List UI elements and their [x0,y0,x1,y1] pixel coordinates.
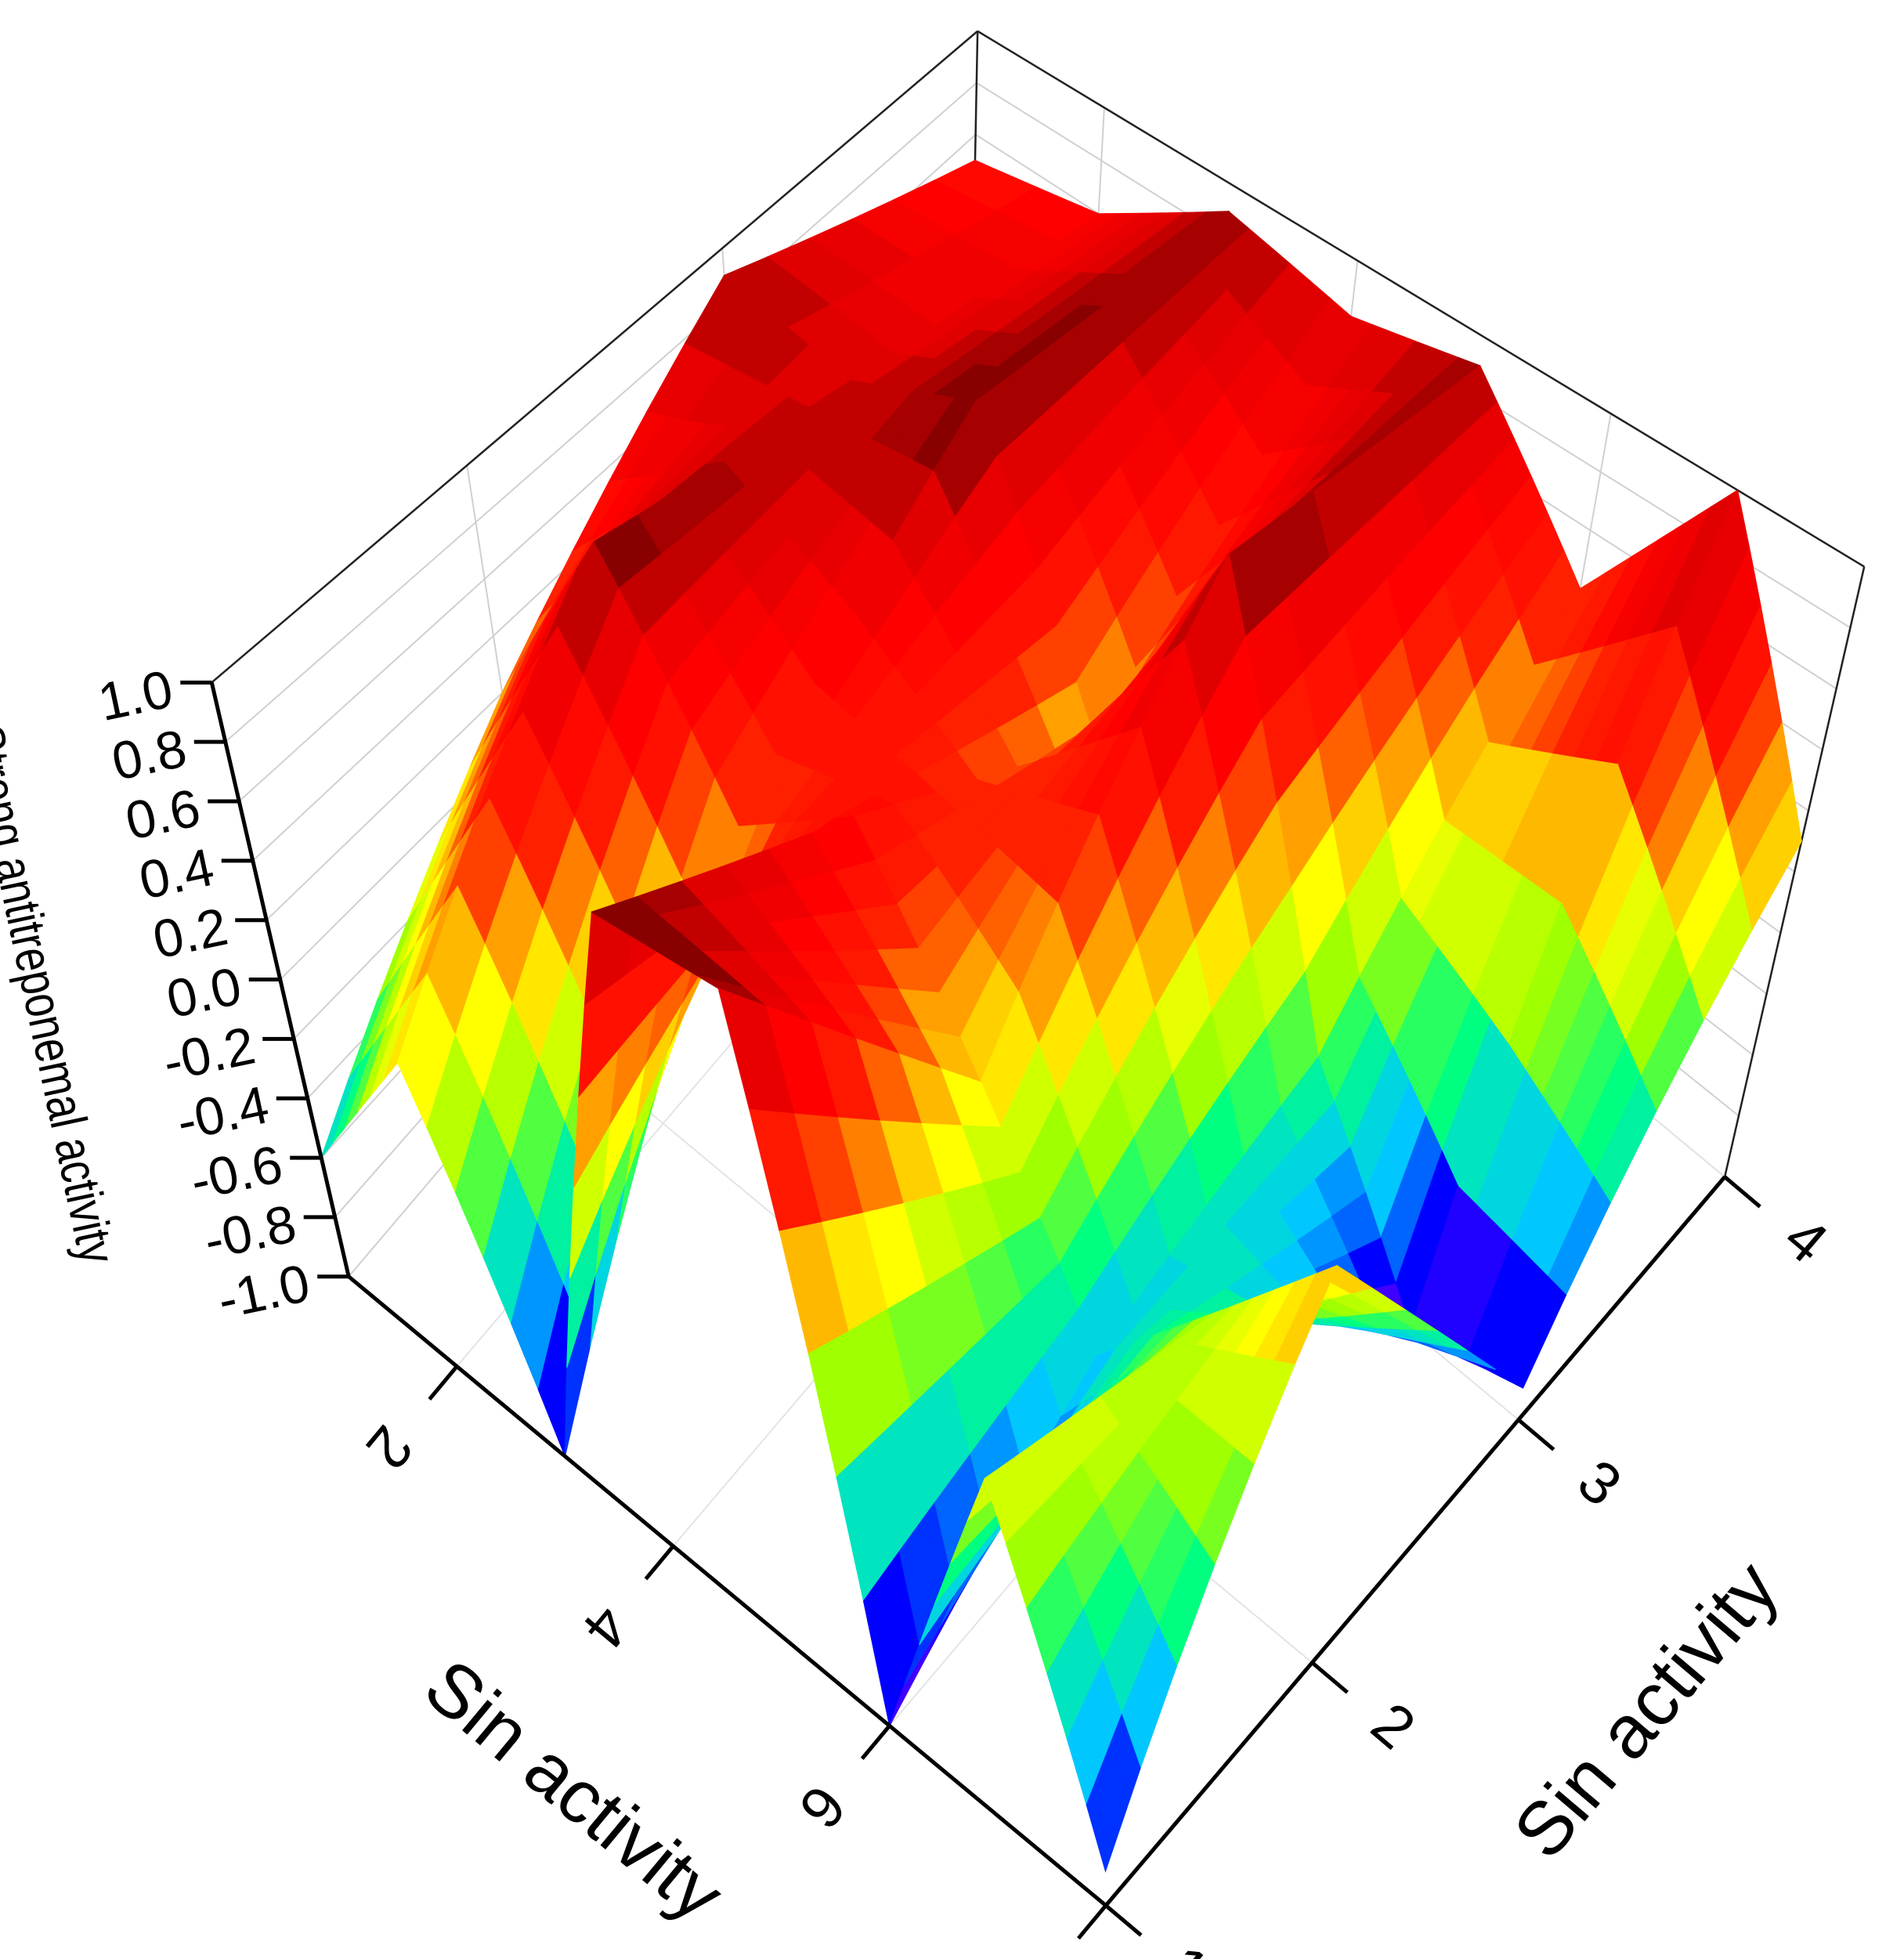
y-tick-label: 2 [1359,1690,1427,1762]
z-axis-title: Strong antitreponemal activity [0,720,127,1268]
x-tick [1076,1904,1107,1940]
x-axis [347,1274,1107,1907]
grid-line [225,81,977,743]
x-tick-label: 6 [786,1773,858,1841]
x-tick-label: 2 [353,1414,425,1482]
y-tick [1104,1903,1143,1937]
y-axis [1104,1175,1727,1907]
y-axis-title: Sin activity [1498,1546,1794,1874]
x-tick [428,1364,459,1401]
x-tick-label: 4 [569,1593,641,1661]
x-axis-title: Sin activity [409,1643,739,1937]
y-tick-label: 4 [1772,1204,1840,1276]
box-edge [211,30,978,684]
x-tick [860,1724,891,1760]
x-tick [644,1545,675,1581]
y-tick-label: 1 [1153,1932,1221,1959]
x-tick-label: 8 [1003,1953,1075,1959]
y-tick [1517,1418,1555,1451]
y-tick [1310,1661,1349,1694]
y-tick-label: 3 [1566,1447,1634,1519]
surface-patch [1086,1713,1141,1873]
box-edge [977,30,1865,568]
box-edge [1723,566,1866,1177]
y-tick [1723,1175,1761,1209]
